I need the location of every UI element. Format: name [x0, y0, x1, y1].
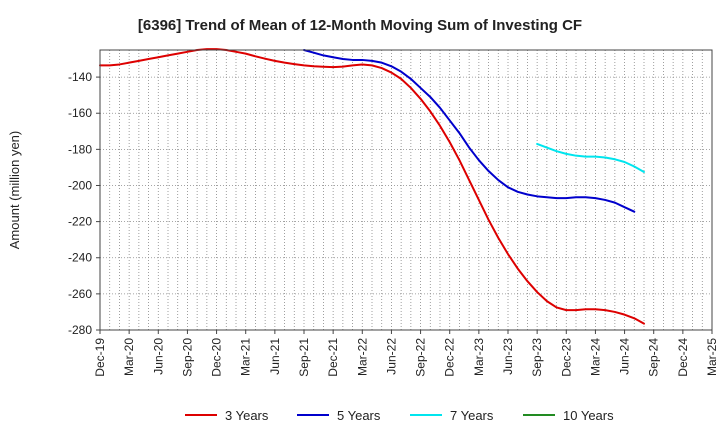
plot-area: [99, 48, 713, 331]
legend-label: 3 Years: [225, 408, 269, 423]
y-tick-label: -280: [68, 323, 92, 337]
y-tick-label: -220: [68, 215, 92, 229]
x-tick-label: Sep-22: [414, 338, 428, 377]
x-tick-label: Dec-19: [93, 338, 107, 377]
x-tick-label: Sep-20: [180, 338, 194, 377]
x-tick-label: Dec-23: [559, 338, 573, 377]
series-line-3-years: [99, 48, 645, 325]
x-tick-label: Mar-21: [239, 338, 253, 376]
x-tick-label: Mar-25: [705, 338, 719, 376]
plot-frame: [99, 49, 713, 331]
legend-label: 5 Years: [337, 408, 381, 423]
legend: 3 Years 5 Years 7 Years 10 Years: [185, 408, 614, 423]
x-tick-label: Jun-21: [268, 338, 282, 375]
x-tick-label: Sep-23: [530, 338, 544, 377]
plot-background: [100, 50, 712, 330]
y-tick-label: -200: [68, 178, 92, 192]
x-tick-label: Mar-22: [355, 338, 369, 376]
x-tick-label: Dec-21: [326, 338, 340, 377]
x-axis-ticks: Dec-19 Mar-20 Jun-20 Sep-20 Dec-20 Mar-21 Jun-…: [93, 330, 719, 377]
y-axis-ticks: -140 -160 -180 -200 -220 -240 -260 -280: [68, 70, 100, 337]
x-tick-label: Jun-24: [618, 338, 632, 375]
y-tick-label: -140: [68, 70, 92, 84]
x-tick-label: Mar-23: [472, 338, 486, 376]
x-tick-label: Jun-20: [151, 338, 165, 375]
y-tick-label: -180: [68, 142, 92, 156]
x-tick-label: Sep-24: [647, 338, 661, 377]
x-tick-label: Jun-22: [384, 338, 398, 375]
x-tick-label: Dec-24: [676, 338, 690, 377]
y-tick-label: -260: [68, 287, 92, 301]
y-tick-label: -160: [68, 106, 92, 120]
x-tick-label: Mar-20: [122, 338, 136, 376]
x-tick-label: Sep-21: [297, 338, 311, 377]
x-tick-label: Dec-22: [443, 338, 457, 377]
legend-label: 10 Years: [563, 408, 614, 423]
legend-label: 7 Years: [450, 408, 494, 423]
y-tick-label: -240: [68, 251, 92, 265]
series-line-7-years: [536, 142, 645, 173]
x-tick-label: Dec-20: [210, 338, 224, 377]
chart-title: [6396] Trend of Mean of 12-Month Moving …: [138, 17, 582, 34]
series-line-5-years: [303, 49, 636, 213]
y-axis-title: Amount (million yen): [7, 131, 22, 250]
x-tick-label: Mar-24: [588, 338, 602, 376]
x-tick-label: Jun-23: [501, 338, 515, 375]
